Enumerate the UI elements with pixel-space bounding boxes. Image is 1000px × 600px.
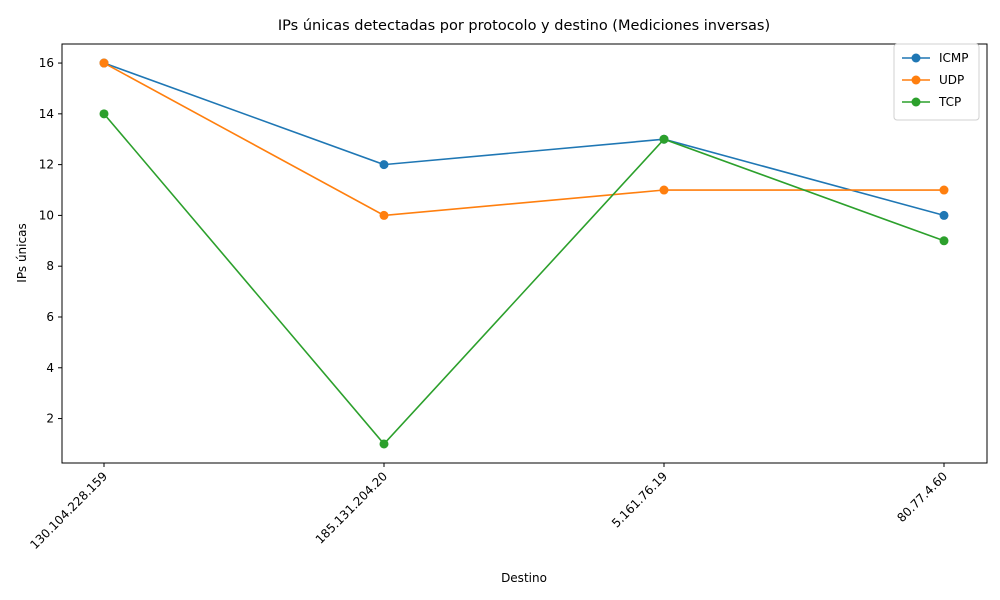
y-tick-label: 4 xyxy=(46,361,54,375)
y-axis: 2 4 6 8 10 12 14 16 xyxy=(39,56,62,426)
y-tick-label: 12 xyxy=(39,158,54,172)
plot-frame xyxy=(61,43,988,464)
data-point xyxy=(939,236,949,246)
y-axis-label: IPs únicas xyxy=(15,223,29,282)
series-line xyxy=(103,113,945,446)
x-tick-label: 185.131.204.20 xyxy=(313,469,390,546)
x-tick-label: 5.161.76.19 xyxy=(609,469,670,530)
y-tick-label: 8 xyxy=(46,259,54,273)
chart-title: IPs únicas detectadas por protocolo y de… xyxy=(278,18,770,34)
x-tick-label: 130.104.228.159 xyxy=(27,469,110,552)
data-point xyxy=(379,160,389,170)
data-point xyxy=(379,439,389,449)
y-tick-label: 14 xyxy=(39,107,54,121)
x-axis: 130.104.228.159 185.131.204.20 5.161.76.19… xyxy=(27,463,950,552)
data-point xyxy=(99,109,109,119)
data-point xyxy=(939,210,949,220)
legend-marker xyxy=(911,75,921,85)
x-tick-label: 80.77.4.60 xyxy=(894,469,950,525)
y-tick-label: 6 xyxy=(46,310,54,324)
data-point xyxy=(939,185,949,195)
data-point xyxy=(659,134,669,144)
data-point xyxy=(99,58,109,68)
series-tcp xyxy=(99,109,949,449)
data-point xyxy=(379,210,389,220)
plot-area xyxy=(62,44,987,463)
series-line xyxy=(103,62,945,217)
legend-item: UDP xyxy=(902,73,964,87)
legend-item: ICMP xyxy=(902,51,969,65)
legend-label: UDP xyxy=(939,73,964,87)
y-tick-label: 2 xyxy=(46,412,54,426)
legend-label: TCP xyxy=(938,95,961,109)
legend-marker xyxy=(911,97,921,107)
data-point xyxy=(659,185,669,195)
legend-label: ICMP xyxy=(939,51,969,65)
x-axis-label: Destino xyxy=(501,571,547,585)
y-tick-label: 16 xyxy=(39,56,54,70)
series-layer xyxy=(99,58,949,449)
legend-item: TCP xyxy=(902,95,961,109)
y-tick-label: 10 xyxy=(39,208,54,222)
legend: ICMP UDP TCP xyxy=(893,43,980,121)
legend-marker xyxy=(911,53,921,63)
